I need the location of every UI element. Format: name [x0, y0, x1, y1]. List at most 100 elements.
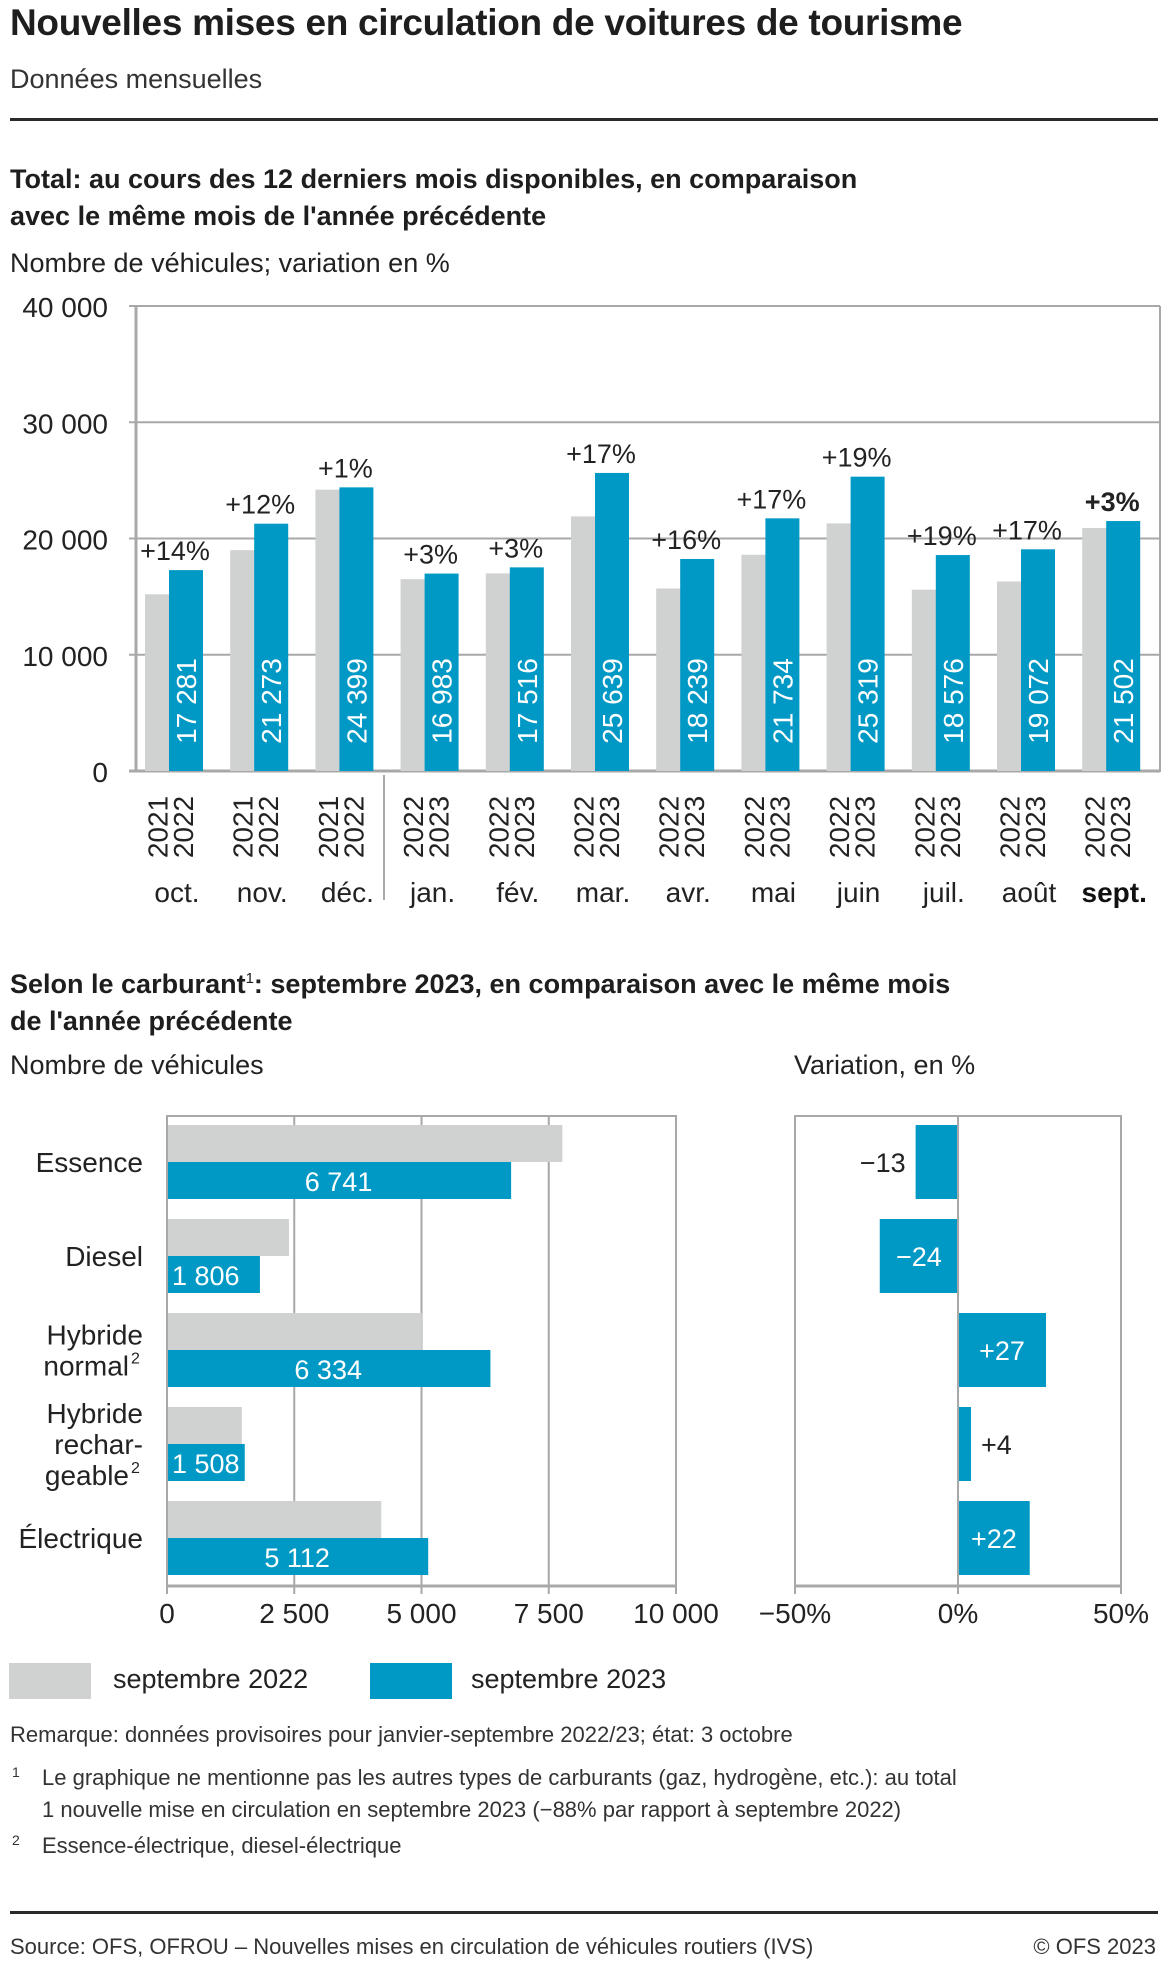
- change-label: +19%: [907, 521, 977, 551]
- x-year-label-current: 2023: [764, 796, 795, 858]
- change-label: +12%: [225, 490, 295, 520]
- y-tick-label: 0: [92, 757, 108, 788]
- change-label: +19%: [822, 443, 892, 473]
- variation-tick-label: 50%: [1093, 1598, 1149, 1629]
- x-year-label-current: 2022: [168, 796, 199, 858]
- bar-value-label: 19 072: [1023, 658, 1054, 744]
- bar-previous-year: [741, 554, 767, 771]
- variation-tick-label: −50%: [759, 1598, 831, 1629]
- fuel-chart: 0 2 500 5 000 7 500 10 000 6 741 Essence 1 806 D…: [18, 1115, 1149, 1629]
- x-tick-label: 10 000: [633, 1598, 719, 1629]
- page-title: Nouvelles mises en circulation de voitur…: [10, 2, 963, 43]
- x-year-label-previous: 2021: [228, 796, 259, 858]
- x-year-label-previous: 2022: [654, 796, 685, 858]
- footnote-ref-2: 2: [131, 1460, 140, 1477]
- section1-unit-label: Nombre de véhicules; variation en %: [10, 248, 450, 278]
- legend-label-2023: septembre 2023: [471, 1664, 667, 1694]
- variation-chart-unit-label: Variation, en %: [794, 1050, 976, 1080]
- x-month-label: mar.: [576, 877, 630, 908]
- x-year-label-previous: 2022: [483, 796, 514, 858]
- x-month-label: avr.: [666, 877, 711, 908]
- bar-current-year: [169, 570, 203, 771]
- bar-september-2022: [168, 1219, 289, 1256]
- x-month-label: sept.: [1082, 877, 1147, 908]
- variation-value-label: +4: [981, 1430, 1012, 1460]
- bar-previous-year: [826, 523, 852, 771]
- bar-september-2022: [168, 1407, 242, 1444]
- x-month-label: oct.: [154, 877, 199, 908]
- variation-value-label: +27: [979, 1336, 1025, 1366]
- bar-september-2022: [168, 1501, 382, 1538]
- bar-september-2023: [168, 1350, 491, 1387]
- section2-title-text-cont: : septembre 2023, en comparaison avec le…: [253, 969, 951, 999]
- x-year-label-current: 2022: [253, 796, 284, 858]
- x-year-label-current: 2022: [338, 796, 369, 858]
- x-month-label: fév.: [496, 877, 539, 908]
- y-tick-label: 20 000: [22, 525, 108, 556]
- bar-current-year: [935, 555, 970, 771]
- bar-value-label: 18 576: [938, 658, 969, 744]
- category-label: Essence: [36, 1147, 143, 1178]
- change-label: +1%: [318, 453, 373, 483]
- category-label: rechar-: [54, 1429, 143, 1460]
- y-tick-label: 40 000: [22, 292, 108, 323]
- bar-value-label: 18 239: [682, 658, 713, 744]
- variation-bar: [879, 1219, 958, 1293]
- x-tick-label: 5 000: [386, 1598, 456, 1629]
- category-label: normal: [43, 1351, 129, 1382]
- x-year-label-previous: 2021: [313, 796, 344, 858]
- variation-tick-label: 0%: [938, 1598, 978, 1629]
- bar-september-2022: [168, 1125, 563, 1162]
- footnote-2-number: 2: [12, 1832, 20, 1848]
- bar-value-label: 16 983: [427, 658, 458, 744]
- x-month-label: juil.: [922, 877, 965, 908]
- bar-current-year: [509, 567, 544, 771]
- bar-previous-year: [911, 589, 937, 771]
- section2-title-text: Selon le carburant: [10, 969, 246, 999]
- page-subtitle: Données mensuelles: [10, 64, 263, 94]
- bar-value-label: 25 639: [597, 658, 628, 744]
- variation-value-label: −24: [896, 1242, 942, 1272]
- bar-current-year: [680, 558, 715, 771]
- x-year-label-previous: 2022: [995, 796, 1026, 858]
- remark-note: Remarque: données provisoires pour janvi…: [10, 1722, 793, 1747]
- x-year-label-current: 2023: [935, 796, 966, 858]
- y-tick-label: 30 000: [22, 408, 108, 439]
- x-month-label: jan.: [409, 877, 455, 908]
- change-label: +3%: [403, 540, 458, 570]
- bar-current-year: [765, 518, 800, 771]
- category-label: Diesel: [65, 1241, 143, 1272]
- x-year-label-current: 2023: [594, 796, 625, 858]
- variation-bar: [958, 1313, 1047, 1387]
- legend-swatch-2022: [9, 1663, 91, 1699]
- x-year-label-previous: 2022: [739, 796, 770, 858]
- bar-september-2023: [168, 1256, 260, 1293]
- bar-value-label: 1 508: [172, 1449, 240, 1479]
- variation-value-label: +22: [971, 1524, 1017, 1554]
- bar-value-label: 6 741: [305, 1167, 373, 1197]
- x-year-label-current: 2023: [1105, 796, 1136, 858]
- x-year-label-previous: 2022: [398, 796, 429, 858]
- bar-previous-year: [315, 489, 341, 771]
- x-year-label-current: 2023: [1020, 796, 1051, 858]
- x-year-label-current: 2023: [850, 796, 881, 858]
- footnote-1-number: 1: [12, 1764, 20, 1780]
- bar-current-year: [424, 573, 459, 771]
- bar-previous-year: [997, 581, 1022, 771]
- bar-value-label: 17 281: [171, 658, 202, 744]
- copyright: © OFS 2023: [1033, 1934, 1156, 1959]
- x-year-label-previous: 2022: [824, 796, 855, 858]
- x-year-label-previous: 2021: [143, 796, 174, 858]
- change-label: +3%: [488, 533, 543, 563]
- variation-bar: [958, 1407, 972, 1481]
- bar-value-label: 6 334: [294, 1355, 362, 1385]
- change-label: +17%: [992, 515, 1062, 545]
- section2-title-line2: de l'année précédente: [10, 1006, 293, 1036]
- bar-previous-year: [571, 516, 596, 771]
- category-label: Électrique: [18, 1523, 143, 1554]
- bar-value-label: 24 399: [341, 658, 372, 744]
- bar-september-2023: [168, 1162, 512, 1199]
- x-month-label: mai: [751, 877, 796, 908]
- legend-swatch-2023: [370, 1663, 452, 1699]
- footer-divider: [10, 1911, 1158, 1914]
